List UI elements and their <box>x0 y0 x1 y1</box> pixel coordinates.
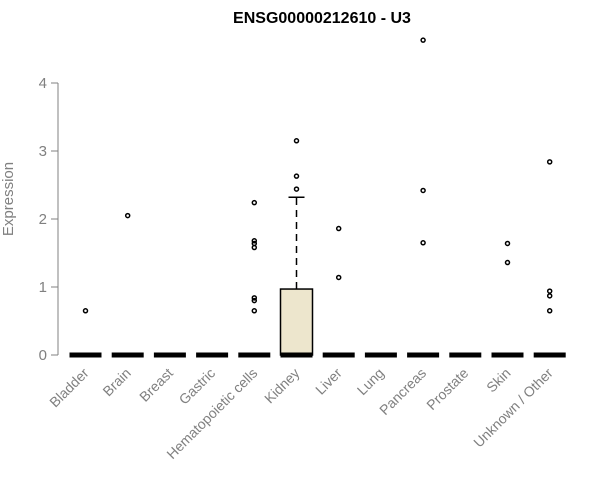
y-axis: 0 1 2 3 4 <box>39 75 59 364</box>
outlier-point <box>251 238 258 244</box>
outlier-point <box>251 297 258 304</box>
outlier-point <box>504 240 511 247</box>
outlier-point <box>293 138 300 144</box>
outlier-point <box>420 187 426 194</box>
outlier-point <box>546 308 553 314</box>
outlier-point <box>335 225 342 232</box>
y-tick-label: 3 <box>39 143 47 160</box>
category-label: Pancreas <box>376 365 429 418</box>
outlier-point <box>504 259 511 266</box>
y-tick-label: 2 <box>39 211 47 228</box>
box-group <box>533 159 566 358</box>
boxes-layer <box>69 37 566 358</box>
box-group <box>238 199 271 358</box>
box-group <box>407 37 440 358</box>
category-label: Kidney <box>261 365 303 407</box>
y-tick-label: 4 <box>39 75 47 92</box>
outlier-point <box>546 293 553 299</box>
outlier-point <box>420 37 426 43</box>
y-tick-label: 0 <box>39 347 47 364</box>
y-axis-title: Expression <box>0 162 17 236</box>
outlier-point <box>251 295 258 301</box>
y-tick-label: 1 <box>39 279 47 296</box>
outlier-point <box>251 244 258 251</box>
outlier-point <box>420 240 426 246</box>
outlier-point <box>251 199 258 206</box>
outlier-point <box>546 159 553 165</box>
outlier-point <box>293 173 300 179</box>
box-group <box>111 212 144 358</box>
category-label: Lung <box>354 365 387 398</box>
outlier-point <box>124 212 131 219</box>
outlier-point <box>546 288 553 294</box>
category-label: Bladder <box>46 365 92 411</box>
chart-title: ENSG00000212610 - U3 <box>233 10 411 27</box>
category-label: Prostate <box>423 365 471 413</box>
box-group <box>279 138 314 358</box>
box-group <box>322 225 355 358</box>
outlier-point <box>82 308 89 314</box>
box-group <box>69 308 102 358</box>
category-label: Breast <box>136 365 176 405</box>
category-label: Brain <box>99 365 133 399</box>
category-label: Unknown / Other <box>470 365 556 451</box>
outlier-point <box>293 186 300 192</box>
outlier-point <box>251 308 258 314</box>
category-label: Skin <box>483 365 514 396</box>
box-rect <box>279 288 314 356</box>
box-group <box>491 240 524 358</box>
outlier-point <box>335 274 342 281</box>
category-label: Liver <box>312 365 345 398</box>
